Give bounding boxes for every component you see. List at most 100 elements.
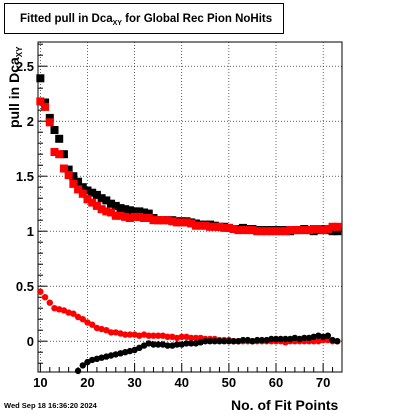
y-tick-label: 0.5 xyxy=(16,279,34,294)
data-point-circle xyxy=(37,288,44,295)
grid-lines xyxy=(38,42,342,372)
data-point-square xyxy=(248,226,257,235)
data-point-circle xyxy=(239,336,247,344)
data-point-square xyxy=(59,150,68,159)
data-point-square xyxy=(41,98,50,107)
y-tick-label: 1.5 xyxy=(16,169,34,184)
data-point-square xyxy=(267,227,276,236)
data-point-square xyxy=(215,222,224,231)
data-point-square xyxy=(158,216,167,225)
data-series xyxy=(36,74,342,375)
data-point-circle xyxy=(230,338,237,345)
data-point-circle xyxy=(150,341,157,348)
data-point-square xyxy=(69,179,78,188)
data-point-square xyxy=(305,226,314,235)
data-point-square xyxy=(196,221,205,230)
data-point-square xyxy=(229,225,238,233)
data-point-circle xyxy=(202,338,209,345)
data-point-square xyxy=(135,212,144,221)
y-tick-label: 2 xyxy=(27,114,34,129)
data-point-square xyxy=(206,222,215,231)
chart-title-main: Fitted pull in Dca xyxy=(20,13,113,25)
y-axis-label-subscript: XY xyxy=(15,46,24,58)
data-point-circle xyxy=(258,336,266,344)
data-point-circle xyxy=(324,332,332,339)
data-point-square xyxy=(253,227,262,236)
data-point-square xyxy=(41,102,50,111)
data-point-circle xyxy=(178,333,185,340)
y-tick-label: 1 xyxy=(27,224,34,239)
data-point-circle xyxy=(164,342,171,349)
data-point-square xyxy=(201,221,210,230)
data-point-square xyxy=(45,113,54,122)
data-point-circle xyxy=(192,334,200,342)
x-axis-label: No. of Fit Points xyxy=(231,397,339,413)
data-point-square xyxy=(243,226,252,235)
data-point-square xyxy=(257,227,266,236)
data-point-circle xyxy=(301,334,308,342)
data-point-square xyxy=(121,212,130,221)
data-point-square xyxy=(50,126,59,134)
data-point-square xyxy=(83,186,92,195)
y-axis-label: pull in DcaXY xyxy=(6,47,24,128)
y-axis-label-main: pull in Dca xyxy=(6,57,22,128)
data-point-square xyxy=(149,216,158,225)
data-point-square xyxy=(333,222,342,231)
data-point-square xyxy=(163,216,172,225)
data-point-square xyxy=(107,208,116,217)
y-tick-label: 2.5 xyxy=(16,59,34,74)
data-point-circle xyxy=(107,329,115,336)
data-point-circle xyxy=(46,299,53,306)
data-point-square xyxy=(55,134,64,143)
x-tick-label: 70 xyxy=(316,375,330,390)
data-point-square xyxy=(130,207,139,216)
data-point-circle xyxy=(187,340,195,347)
data-point-square xyxy=(92,190,101,199)
data-point-square xyxy=(144,214,153,222)
data-point-circle xyxy=(121,331,129,338)
data-point-square xyxy=(78,189,87,198)
data-point-square xyxy=(182,218,191,227)
data-point-circle xyxy=(253,336,261,344)
data-point-square xyxy=(290,226,299,235)
data-point-square xyxy=(239,226,248,235)
y-tick-label: 0 xyxy=(27,334,34,349)
data-point-circle xyxy=(282,335,289,343)
data-point-square xyxy=(107,199,116,208)
data-point-circle xyxy=(211,338,218,345)
data-point-square xyxy=(333,227,342,236)
data-point-square xyxy=(144,209,153,218)
data-point-square xyxy=(102,196,111,205)
data-point-square xyxy=(83,195,92,204)
data-point-square xyxy=(177,218,186,227)
data-point-circle xyxy=(154,341,162,348)
data-point-square xyxy=(59,164,68,173)
data-point-square xyxy=(300,226,309,235)
data-point-circle xyxy=(310,338,317,345)
data-point-circle xyxy=(183,340,190,347)
data-point-circle xyxy=(187,334,195,342)
data-point-square xyxy=(88,188,97,197)
series-1 xyxy=(36,74,342,236)
data-point-circle xyxy=(206,338,214,345)
data-point-square xyxy=(140,214,149,222)
data-point-square xyxy=(328,222,337,231)
data-point-square xyxy=(64,165,73,174)
data-point-square xyxy=(111,201,120,210)
series-2 xyxy=(36,97,342,236)
chart-title-rest: for Global Rec Pion NoHits xyxy=(121,13,273,25)
x-tick-label: 40 xyxy=(175,375,189,390)
data-point-square xyxy=(220,223,229,232)
data-point-circle xyxy=(145,332,152,339)
data-point-square xyxy=(88,198,97,207)
data-point-circle xyxy=(164,333,171,340)
x-tick-label: 50 xyxy=(222,375,236,390)
data-point-square xyxy=(135,207,144,216)
data-point-square xyxy=(102,207,111,216)
data-point-square xyxy=(74,177,83,186)
data-point-square xyxy=(328,227,337,236)
data-point-circle xyxy=(89,321,96,328)
data-point-square xyxy=(281,227,290,236)
chart-title-subscript: XY xyxy=(112,20,122,27)
x-tick-label: 60 xyxy=(269,375,283,390)
